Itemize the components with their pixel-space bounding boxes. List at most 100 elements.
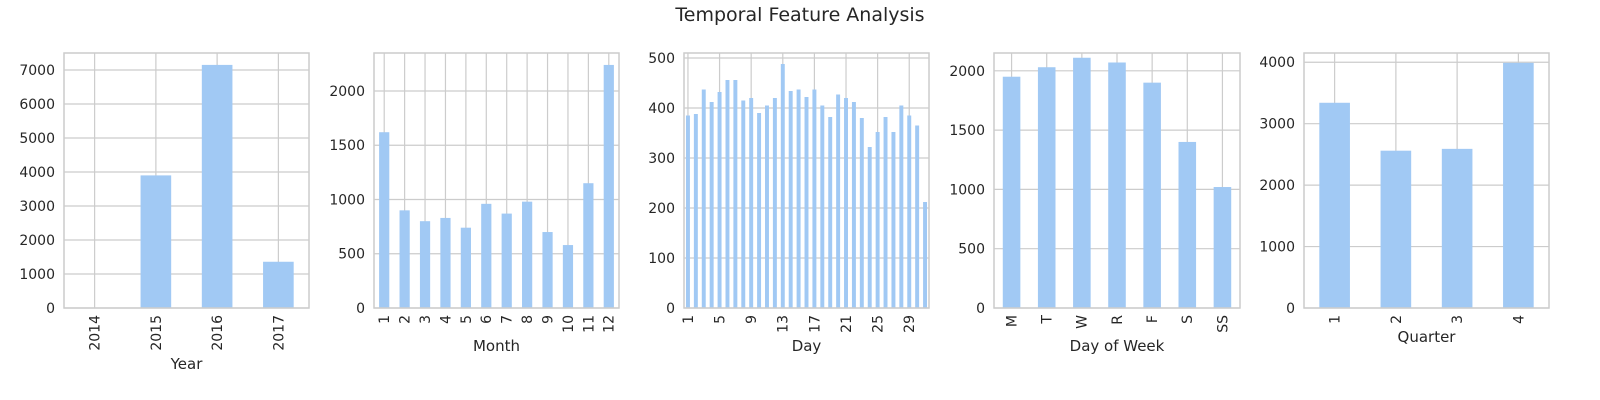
bar [701,89,706,308]
bar [788,91,793,308]
x-tick-label: 10 [561,315,577,333]
x-axis-label: Month [473,337,520,355]
bar [804,97,809,308]
y-tick-label: 500 [648,51,675,67]
x-tick-label: 4 [1511,315,1527,324]
axes-frame [63,52,310,309]
bar [820,105,825,308]
bar [875,132,880,308]
x-tick-label: 12 [602,315,618,333]
y-tick-label: 4000 [19,165,55,181]
bar [481,203,492,308]
y-tick-label: 500 [958,242,985,258]
chart-panel-3: 0 100 200 300 400 500 1 5 9 13 17 21 25 29 Day [648,51,930,355]
y-tick-label: 3000 [19,199,55,215]
x-tick-label: 25 [871,315,887,333]
y-tick-label: 7000 [19,63,55,79]
x-tick-label: R [1110,315,1126,325]
bar [907,115,912,308]
bar [725,80,730,308]
y-tick-label: 1000 [19,267,55,283]
x-tick-label: 21 [839,315,855,333]
bar [685,115,690,308]
y-tick-label: 2000 [19,233,55,249]
y-tick-label: 0 [46,301,55,317]
x-tick-label: 11 [581,315,597,333]
x-tick-label: 1 [681,315,697,324]
x-tick-label: 4 [438,315,454,324]
y-tick-label: 400 [648,101,675,117]
x-axis-label: Year [170,355,204,373]
y-tick-label: 6000 [19,97,55,113]
bar [851,102,856,308]
bar [899,105,904,308]
x-tick-label: 2015 [149,315,165,351]
y-tick-label: 4000 [1259,55,1295,71]
bar [1380,150,1412,308]
bar [1503,62,1534,308]
x-tick-label: 3 [1450,315,1466,324]
bar [891,132,896,308]
bar [883,117,888,308]
x-tick-label: 2014 [88,315,104,351]
x-tick-label: 17 [807,315,823,333]
bar [140,175,172,308]
bar [522,201,533,308]
bar [460,227,471,308]
y-tick-label: 0 [1286,301,1295,317]
bar [915,125,920,308]
bar [717,92,722,308]
bar [772,98,777,308]
bar [603,64,614,308]
bar [1073,57,1091,308]
bar [1002,76,1021,308]
x-tick-label: 13 [776,315,792,333]
bar [399,210,410,308]
bar [923,202,928,308]
y-tick-label: 300 [648,151,675,167]
x-tick-label: SS [1215,315,1231,333]
bar [741,100,746,308]
x-tick-label: W [1075,315,1091,329]
bar [709,102,714,308]
x-tick-label: 5 [459,315,475,324]
y-tick-label: 100 [648,251,675,267]
x-tick-label: 8 [520,315,536,324]
bar [780,64,785,308]
x-tick-label: 6 [479,315,495,324]
bar [1178,141,1197,308]
x-tick-label: 7 [500,315,516,324]
x-tick-label: T [1040,315,1056,325]
bar [765,105,769,308]
bar [583,183,594,308]
x-tick-label: 9 [744,315,760,324]
bar [1319,102,1350,308]
bar [542,232,553,308]
y-tick-label: 500 [338,247,365,263]
bar [1441,148,1473,308]
bar [1108,62,1126,308]
bar [749,98,754,308]
axes-frame [683,52,930,309]
x-tick-label: 2017 [271,315,287,351]
bar [1213,187,1232,308]
bar [501,213,512,308]
bar [828,117,833,308]
bar [812,89,817,308]
bar [836,94,841,308]
y-tick-label: 1000 [329,192,365,208]
x-tick-label: F [1145,315,1161,323]
axes-frame [993,52,1241,309]
axes-frame [1303,52,1550,309]
bar [1143,82,1161,309]
y-tick-label: 0 [666,301,675,317]
x-tick-label: 9 [540,315,556,324]
bar [796,89,801,308]
y-tick-label: 2000 [949,64,985,80]
y-tick-label: 2000 [1259,178,1295,194]
x-tick-label: 2 [1389,315,1405,324]
bar [1037,67,1056,308]
